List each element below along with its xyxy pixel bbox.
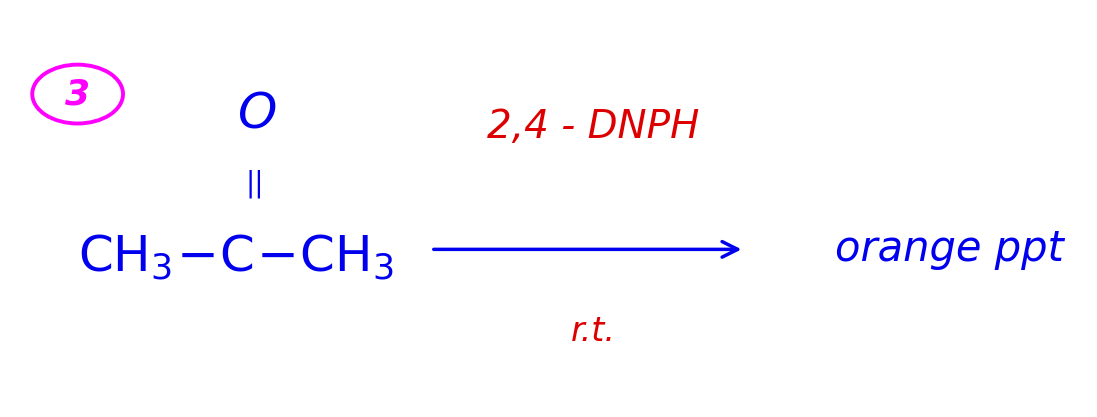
Text: 3: 3 (65, 77, 90, 111)
Text: 2,4 - DNPH: 2,4 - DNPH (487, 108, 699, 146)
Text: r.t.: r.t. (570, 314, 615, 348)
Text: O: O (238, 90, 278, 138)
Text: orange ppt: orange ppt (835, 229, 1064, 270)
Text: $\mathsf{CH_3\!-\!C\!-\!CH_3}$: $\mathsf{CH_3\!-\!C\!-\!CH_3}$ (78, 233, 395, 282)
Text: ||: || (246, 170, 264, 198)
